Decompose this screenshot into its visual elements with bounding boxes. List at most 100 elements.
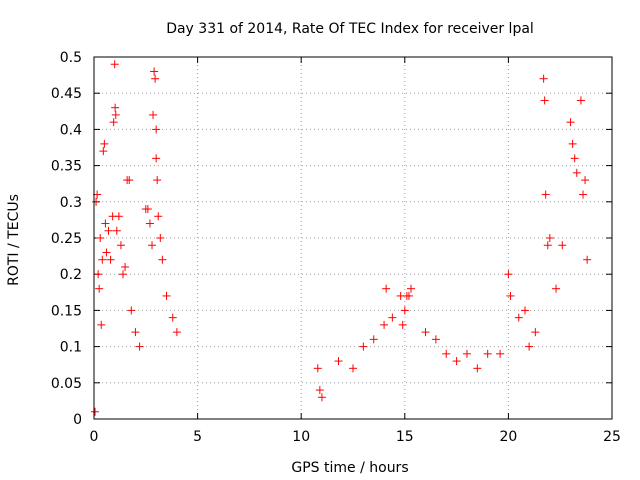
grid-lines <box>94 57 612 419</box>
data-point <box>131 328 140 337</box>
data-point <box>106 255 115 264</box>
data-point <box>152 154 161 163</box>
data-point <box>462 349 471 358</box>
y-tick-label: 0.35 <box>51 159 82 175</box>
y-tick-label: 0 <box>73 412 82 428</box>
data-point <box>400 306 409 315</box>
data-point <box>583 255 592 264</box>
data-point <box>382 284 391 293</box>
data-point <box>369 335 378 344</box>
data-point <box>317 393 326 402</box>
data-point <box>148 241 157 250</box>
data-point <box>149 110 158 119</box>
data-point <box>145 219 154 228</box>
data-point <box>153 176 162 185</box>
data-point <box>504 270 513 279</box>
data-point <box>558 241 567 250</box>
data-point <box>578 190 587 199</box>
data-point <box>168 313 177 322</box>
data-point <box>452 357 461 366</box>
x-axis-label: GPS time / hours <box>291 460 408 476</box>
x-tick-label: 25 <box>603 429 621 445</box>
data-point <box>96 234 105 242</box>
data-point <box>407 284 416 293</box>
data-point <box>506 291 515 300</box>
y-tick-label: 0.45 <box>51 86 82 102</box>
data-point <box>359 342 368 351</box>
data-point <box>152 125 161 134</box>
data-point <box>380 320 389 329</box>
data-point <box>421 328 430 337</box>
y-tick-label: 0.4 <box>60 122 82 138</box>
y-tick-label: 0.05 <box>51 376 82 392</box>
data-point <box>172 328 181 337</box>
data-point <box>566 118 575 127</box>
y-tick-label: 0.3 <box>60 195 82 211</box>
data-point <box>97 320 106 329</box>
data-point <box>398 320 407 329</box>
x-tick-label: 20 <box>499 429 517 445</box>
x-tick-label: 10 <box>292 429 310 445</box>
x-tick-label: 0 <box>90 429 99 445</box>
data-point <box>442 349 451 358</box>
data-point <box>94 270 103 279</box>
data-point <box>545 234 554 242</box>
data-point <box>101 219 110 228</box>
data-point <box>125 176 134 185</box>
data-point <box>135 342 144 351</box>
x-tick-label: 15 <box>396 429 414 445</box>
data-point <box>158 255 167 264</box>
data-point <box>162 291 171 300</box>
data-point <box>540 96 549 105</box>
y-tick-label: 0.15 <box>51 303 82 319</box>
data-point <box>151 74 160 83</box>
y-tick-label: 0.2 <box>60 267 82 283</box>
data-point <box>514 313 523 322</box>
data-point <box>520 306 529 315</box>
data-point <box>525 342 534 351</box>
data-point <box>483 349 492 358</box>
data-point <box>98 255 107 264</box>
data-point <box>119 270 128 279</box>
y-tick-label: 0.25 <box>51 231 82 247</box>
data-point <box>100 139 109 148</box>
y-tick-label: 0.1 <box>60 340 82 356</box>
data-point <box>109 118 118 127</box>
data-point <box>111 110 120 119</box>
data-point <box>334 357 343 366</box>
data-point <box>150 67 159 76</box>
data-point <box>539 74 548 83</box>
data-point <box>531 328 540 337</box>
data-point <box>99 147 108 156</box>
data-point <box>111 103 120 112</box>
tick-labels: 0 5 10 15 20 25 0 0.05 0.1 0.15 0.2 0.25 0.3 0.35 0.4 0… <box>51 50 621 445</box>
data-point <box>572 168 581 177</box>
data-point <box>104 226 113 235</box>
data-point <box>156 234 165 242</box>
data-point <box>581 176 590 185</box>
data-point <box>570 154 579 163</box>
y-tick-label: 0.5 <box>60 50 82 66</box>
data-point <box>541 190 550 199</box>
data-point <box>431 335 440 344</box>
y-axis-label: ROTI / TECUs <box>6 194 22 286</box>
data-point <box>388 313 397 322</box>
data-point <box>91 407 100 416</box>
data-point <box>496 349 505 358</box>
data-point <box>473 364 482 373</box>
data-point <box>112 226 121 235</box>
data-point <box>116 241 125 250</box>
data-point <box>315 386 324 395</box>
data-point <box>110 60 119 69</box>
data-point <box>552 284 561 293</box>
data-point <box>349 364 357 373</box>
data-point <box>568 139 577 148</box>
data-point <box>143 205 152 214</box>
data-point <box>127 306 136 315</box>
data-point <box>543 241 552 250</box>
data-point <box>92 197 101 206</box>
data-point <box>576 96 585 105</box>
chart-title: Day 331 of 2014, Rate Of TEC Index for r… <box>166 21 534 37</box>
data-point <box>404 291 413 300</box>
